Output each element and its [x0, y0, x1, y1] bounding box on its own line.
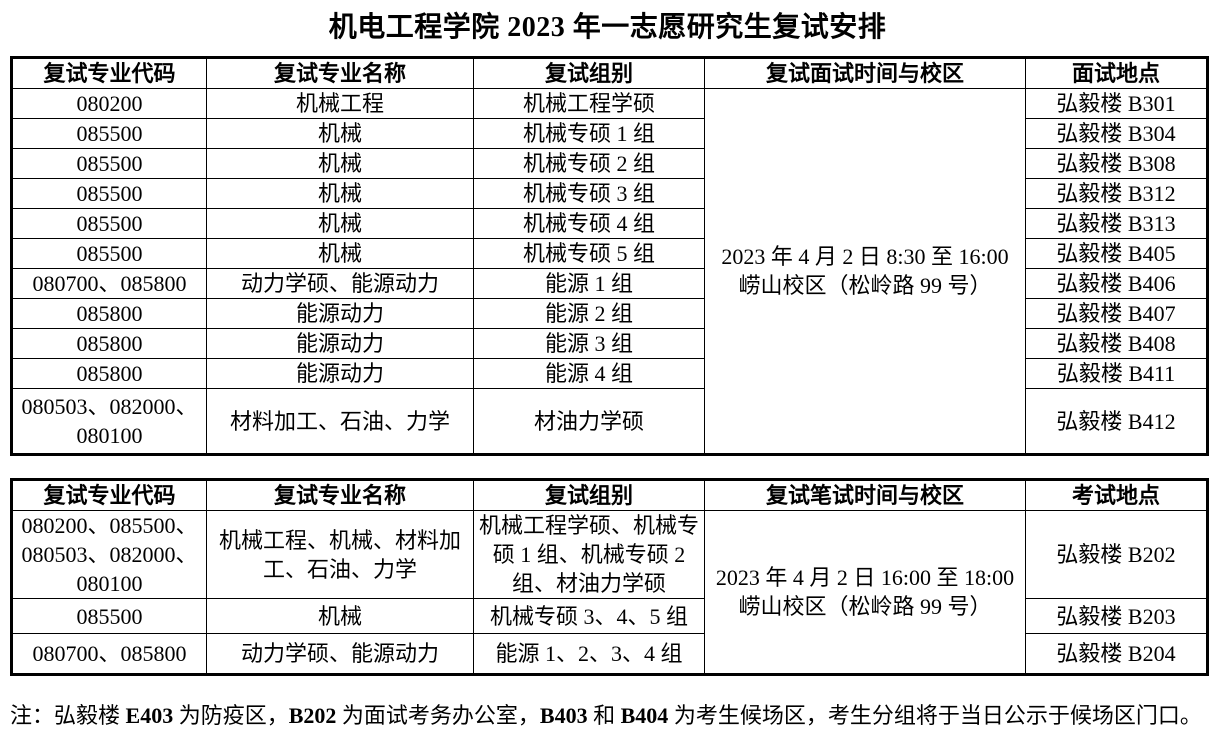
cell-location: 弘毅楼 B408	[1025, 328, 1208, 359]
cell-group: 材油力学硕	[473, 388, 705, 455]
cell-group: 机械专硕 4 组	[473, 208, 705, 239]
cell-group: 机械专硕 3 组	[473, 178, 705, 209]
cell-code: 085500	[11, 238, 207, 269]
footnote-text: 为考生候场区，考生分组将于当日公示于候场区门口。	[668, 703, 1202, 728]
cell-location: 弘毅楼 B406	[1025, 268, 1208, 299]
footnote-text: 为面试考务办公室，	[336, 703, 540, 728]
cell-major: 机械工程、机械、材料加工、石油、力学	[206, 510, 474, 599]
table-row: 085500 机械 机械专硕 2 组 弘毅楼 B308	[11, 148, 1208, 179]
cell-location: 弘毅楼 B313	[1025, 208, 1208, 239]
header-major: 复试专业名称	[206, 57, 474, 89]
cell-group: 机械专硕 5 组	[473, 238, 705, 269]
footnote-room-b403: B403	[539, 703, 588, 728]
cell-code: 085500	[11, 598, 207, 634]
cell-code: 085800	[11, 328, 207, 359]
cell-group: 能源 1、2、3、4 组	[473, 633, 705, 675]
cell-written-time: 2023 年 4 月 2 日 16:00 至 18:00 崂山校区（松岭路 99…	[704, 510, 1026, 675]
header-group: 复试组别	[473, 479, 705, 511]
table-gap	[10, 456, 1205, 478]
cell-location: 弘毅楼 B304	[1025, 118, 1208, 149]
cell-major: 动力学硕、能源动力	[206, 633, 474, 675]
table-row: 080700、085800 动力学硕、能源动力 能源 1、2、3、4 组 弘毅楼…	[11, 633, 1208, 675]
cell-interview-time: 2023 年 4 月 2 日 8:30 至 16:00 崂山校区（松岭路 99 …	[704, 88, 1026, 455]
footnote-room-b404: B404	[620, 703, 669, 728]
table-row: 085800 能源动力 能源 4 组 弘毅楼 B411	[11, 358, 1208, 389]
cell-major: 动力学硕、能源动力	[206, 268, 474, 299]
table-row: 080700、085800 动力学硕、能源动力 能源 1 组 弘毅楼 B406	[11, 268, 1208, 299]
written-exam-schedule-table: 复试专业代码 复试专业名称 复试组别 复试笔试时间与校区 考试地点 080200…	[10, 478, 1209, 676]
cell-code: 085500	[11, 208, 207, 239]
cell-group: 机械工程学硕、机械专硕 1 组、机械专硕 2 组、材油力学硕	[473, 510, 705, 599]
table-header-row: 复试专业代码 复试专业名称 复试组别 复试笔试时间与校区 考试地点	[11, 479, 1208, 511]
cell-major: 能源动力	[206, 358, 474, 389]
header-major: 复试专业名称	[206, 479, 474, 511]
cell-code: 080503、082000、080100	[11, 388, 207, 455]
table-row: 085500 机械 机械专硕 1 组 弘毅楼 B304	[11, 118, 1208, 149]
header-group: 复试组别	[473, 57, 705, 89]
cell-group: 机械工程学硕	[473, 88, 705, 119]
table-header-row: 复试专业代码 复试专业名称 复试组别 复试面试时间与校区 面试地点	[11, 57, 1208, 89]
header-exam-location: 考试地点	[1025, 479, 1208, 511]
header-written-time: 复试笔试时间与校区	[704, 479, 1026, 511]
cell-group: 能源 3 组	[473, 328, 705, 359]
cell-code: 085800	[11, 298, 207, 329]
cell-major: 能源动力	[206, 298, 474, 329]
cell-location: 弘毅楼 B411	[1025, 358, 1208, 389]
footnote: 注：弘毅楼 E403 为防疫区，B202 为面试考务办公室，B403 和 B40…	[10, 702, 1205, 730]
cell-major: 材料加工、石油、力学	[206, 388, 474, 455]
cell-major: 机械	[206, 118, 474, 149]
cell-location: 弘毅楼 B203	[1025, 598, 1208, 634]
header-code: 复试专业代码	[11, 57, 207, 89]
table-row: 080200 机械工程 机械工程学硕 2023 年 4 月 2 日 8:30 至…	[11, 88, 1208, 455]
interview-schedule-table: 复试专业代码 复试专业名称 复试组别 复试面试时间与校区 面试地点 080200…	[10, 56, 1209, 456]
cell-code: 080200、085500、080503、082000、080100	[11, 510, 207, 599]
cell-group: 机械专硕 3、4、5 组	[473, 598, 705, 634]
cell-location: 弘毅楼 B405	[1025, 238, 1208, 269]
cell-location: 弘毅楼 B407	[1025, 298, 1208, 329]
footnote-room-b202: B202	[288, 703, 337, 728]
cell-group: 能源 1 组	[473, 268, 705, 299]
cell-code: 080200	[11, 88, 207, 119]
cell-major: 机械	[206, 598, 474, 634]
cell-location: 弘毅楼 B312	[1025, 178, 1208, 209]
table-row: 085500 机械 机械专硕 5 组 弘毅楼 B405	[11, 238, 1208, 269]
footnote-room-e403: E403	[125, 703, 174, 728]
cell-major: 机械	[206, 208, 474, 239]
cell-location: 弘毅楼 B202	[1025, 510, 1208, 599]
cell-code: 085500	[11, 118, 207, 149]
cell-code: 080700、085800	[11, 633, 207, 675]
cell-major: 机械工程	[206, 88, 474, 119]
header-interview-location: 面试地点	[1025, 57, 1208, 89]
cell-group: 机械专硕 1 组	[473, 118, 705, 149]
table-row: 085800 能源动力 能源 3 组 弘毅楼 B408	[11, 328, 1208, 359]
table-row: 085800 能源动力 能源 2 组 弘毅楼 B407	[11, 298, 1208, 329]
cell-location: 弘毅楼 B412	[1025, 388, 1208, 455]
page-title: 机电工程学院 2023 年一志愿研究生复试安排	[328, 12, 887, 43]
cell-major: 机械	[206, 238, 474, 269]
cell-major: 机械	[206, 178, 474, 209]
table-row: 085500 机械 机械专硕 3 组 弘毅楼 B312	[11, 178, 1208, 209]
cell-code: 085500	[11, 178, 207, 209]
table-row: 080200、085500、080503、082000、080100 机械工程、…	[11, 510, 1208, 675]
cell-group: 能源 4 组	[473, 358, 705, 389]
footnote-text: 注：弘毅楼	[10, 703, 126, 728]
cell-location: 弘毅楼 B301	[1025, 88, 1208, 119]
cell-code: 085500	[11, 148, 207, 179]
header-code: 复试专业代码	[11, 479, 207, 511]
table-row: 085500 机械 机械专硕 4 组 弘毅楼 B313	[11, 208, 1208, 239]
cell-major: 机械	[206, 148, 474, 179]
table-row: 085500 机械 机械专硕 3、4、5 组 弘毅楼 B203	[11, 598, 1208, 634]
cell-location: 弘毅楼 B204	[1025, 633, 1208, 675]
cell-location: 弘毅楼 B308	[1025, 148, 1208, 179]
cell-group: 能源 2 组	[473, 298, 705, 329]
table-row: 080503、082000、080100 材料加工、石油、力学 材油力学硕 弘毅…	[11, 388, 1208, 455]
footnote-text: 和	[587, 703, 621, 728]
footnote-text: 为防疫区，	[173, 703, 289, 728]
cell-code: 085800	[11, 358, 207, 389]
cell-major: 能源动力	[206, 328, 474, 359]
cell-code: 080700、085800	[11, 268, 207, 299]
cell-group: 机械专硕 2 组	[473, 148, 705, 179]
header-interview-time: 复试面试时间与校区	[704, 57, 1026, 89]
